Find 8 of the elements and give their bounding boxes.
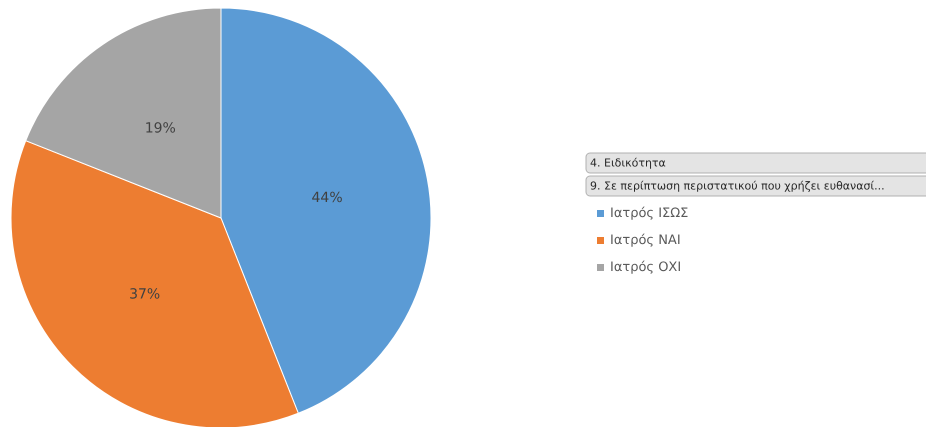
legend-label: Ιατρός ΟΧΙ — [610, 260, 682, 275]
legend-title: 9. Σε περίπτωση περιστατικού που χρήζει ευθανασί... — [590, 180, 885, 192]
text: 4. Ειδικότητα — [590, 156, 666, 170]
legend-label: Ιατρός ΙΣΩΣ — [610, 206, 688, 221]
legend-label: Ιατρός ΝΑΙ — [610, 233, 681, 248]
data-label: 44% — [312, 190, 343, 206]
data-label: 37% — [129, 286, 160, 302]
data-label: 19% — [144, 120, 176, 137]
